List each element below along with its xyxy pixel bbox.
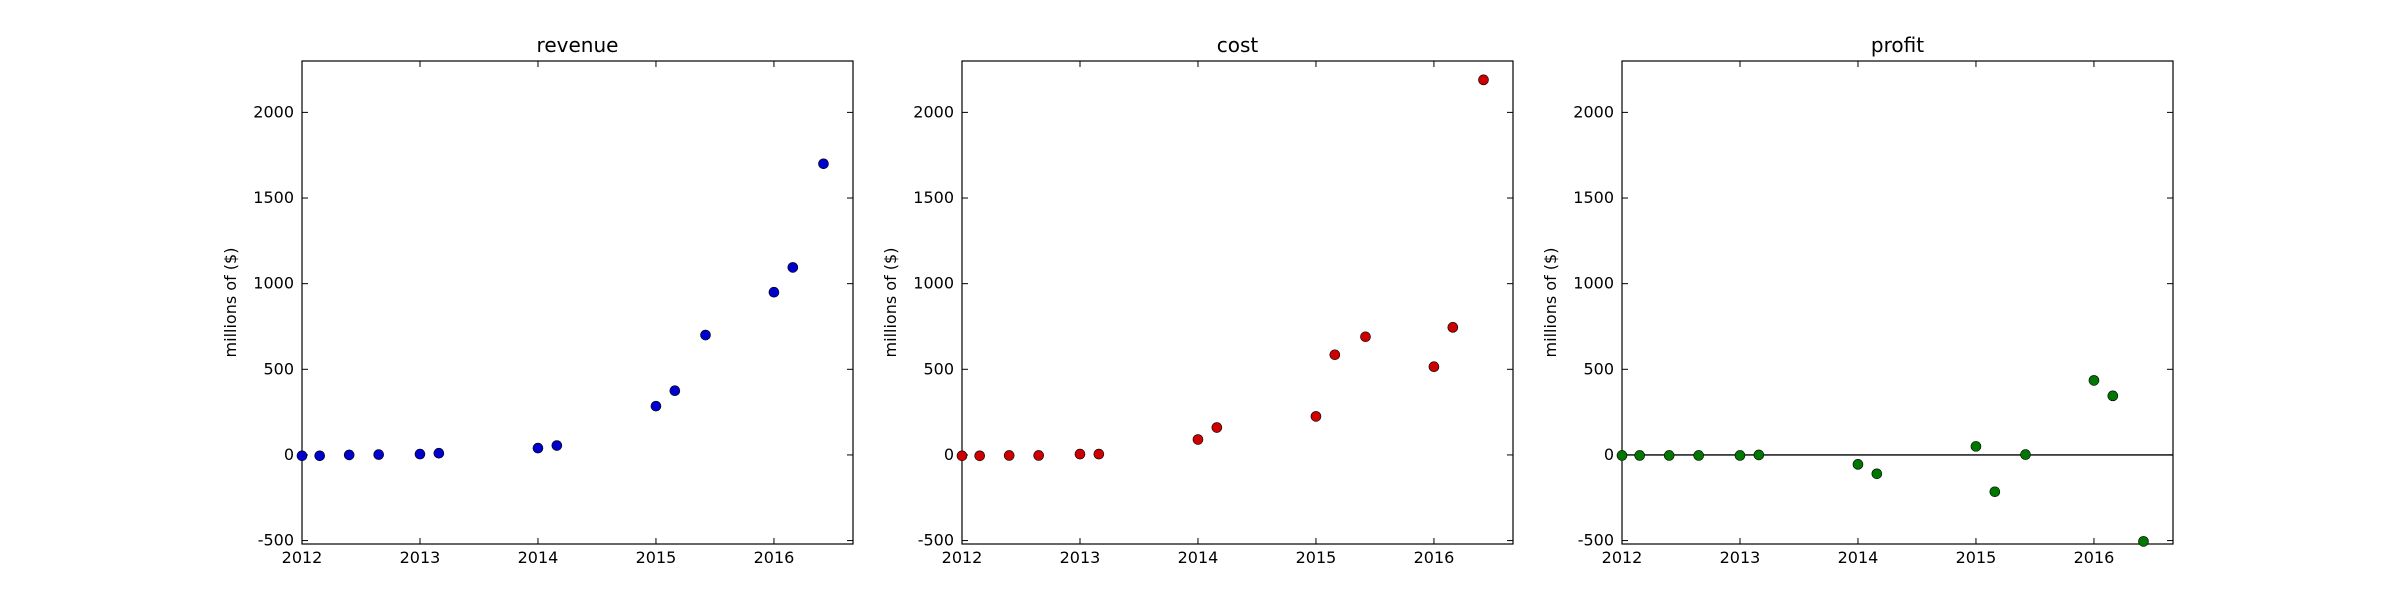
data-point	[1693, 450, 1704, 461]
x-tick-label: 2015	[1956, 548, 1997, 567]
data-point	[1447, 322, 1459, 333]
y-axis-label: millions of ($)	[1541, 248, 1560, 358]
data-point	[296, 450, 308, 462]
chart-title: revenue	[537, 33, 619, 57]
y-tick-label: 1000	[913, 274, 954, 293]
y-tick-label: -500	[1578, 531, 1614, 550]
x-tick-label: 2015	[636, 548, 677, 567]
x-tick-label: 2013	[1060, 548, 1101, 567]
data-point	[2107, 390, 2119, 402]
data-point	[373, 449, 384, 460]
x-tick-label: 2014	[1178, 548, 1219, 567]
data-point	[1329, 349, 1341, 361]
data-point	[314, 450, 325, 462]
y-tick-label: 1500	[253, 188, 294, 207]
y-tick-label: -500	[258, 531, 294, 550]
data-point	[1033, 450, 1044, 461]
x-tick-label: 2016	[1414, 548, 1455, 567]
data-point	[1310, 411, 1322, 422]
data-point	[1616, 450, 1628, 461]
x-tick-label: 2014	[518, 548, 559, 567]
data-point	[1989, 486, 2001, 498]
y-tick-label: 0	[944, 445, 954, 464]
data-point	[1970, 441, 1982, 452]
y-tick-label: 2000	[913, 102, 954, 121]
axes-frame	[301, 60, 854, 545]
y-tick-label: 0	[1604, 445, 1614, 464]
data-point	[1871, 468, 1883, 480]
data-point	[1074, 448, 1086, 460]
x-tick-label: 2012	[1602, 548, 1643, 567]
y-axis-label: millions of ($)	[881, 248, 900, 358]
data-point	[1093, 448, 1105, 460]
chart-title: cost	[1217, 33, 1259, 57]
data-point	[818, 158, 829, 170]
data-point	[768, 286, 780, 298]
data-point	[1360, 331, 1371, 343]
x-tick-label: 2013	[1720, 548, 1761, 567]
data-point	[532, 442, 544, 454]
y-tick-label: 2000	[253, 102, 294, 121]
data-point	[1428, 361, 1440, 373]
data-point	[956, 450, 968, 462]
y-tick-label: 1500	[1573, 188, 1614, 207]
y-tick-label: 1000	[253, 274, 294, 293]
y-tick-label: 2000	[1573, 102, 1614, 121]
y-tick-label: 1000	[1573, 274, 1614, 293]
x-tick-label: 2012	[942, 548, 983, 567]
data-point	[1211, 422, 1223, 433]
data-point	[2088, 375, 2100, 386]
data-point	[650, 400, 662, 412]
x-tick-label: 2015	[1296, 548, 1337, 567]
y-axis-label: millions of ($)	[221, 248, 240, 358]
y-tick-label: 500	[263, 359, 294, 378]
x-tick-label: 2016	[754, 548, 795, 567]
data-point	[414, 448, 426, 460]
data-point	[551, 440, 563, 451]
chart-panel-1: cost millions of ($) -500 0 500 1000 1500 2000 2…	[881, 33, 1514, 567]
y-tick-label: 1500	[913, 188, 954, 207]
y-tick-label: -500	[918, 531, 954, 550]
chart-title: profit	[1871, 33, 1924, 57]
data-point	[433, 447, 445, 459]
chart-panel-0: revenue millions of ($) -500 0 500 1000 1500 20…	[221, 33, 854, 567]
x-tick-label: 2012	[282, 548, 323, 567]
y-tick-label: 0	[284, 445, 294, 464]
data-point	[343, 449, 355, 461]
axes-frame	[1621, 60, 2174, 545]
x-tick-label: 2016	[2074, 548, 2115, 567]
data-point	[1734, 450, 1746, 461]
x-tick-label: 2013	[400, 548, 441, 567]
x-tick-label: 2014	[1838, 548, 1879, 567]
chart-panel-2: profit millions of ($) -500 0 500 1000 1500 200…	[1541, 33, 2174, 567]
data-point	[669, 385, 681, 397]
data-point	[1478, 74, 1489, 86]
axes-frame	[961, 60, 1514, 545]
y-tick-label: 500	[923, 359, 954, 378]
data-point	[1852, 459, 1864, 470]
y-tick-label: 500	[1583, 359, 1614, 378]
data-point	[1663, 450, 1675, 461]
data-point	[974, 450, 985, 462]
data-point	[700, 329, 711, 341]
data-point	[787, 262, 799, 273]
data-point	[1192, 434, 1204, 445]
data-point	[1003, 450, 1015, 461]
data-point	[2138, 536, 2149, 547]
data-point	[1753, 449, 1765, 461]
data-point	[2020, 449, 2031, 460]
data-point	[1634, 450, 1645, 461]
